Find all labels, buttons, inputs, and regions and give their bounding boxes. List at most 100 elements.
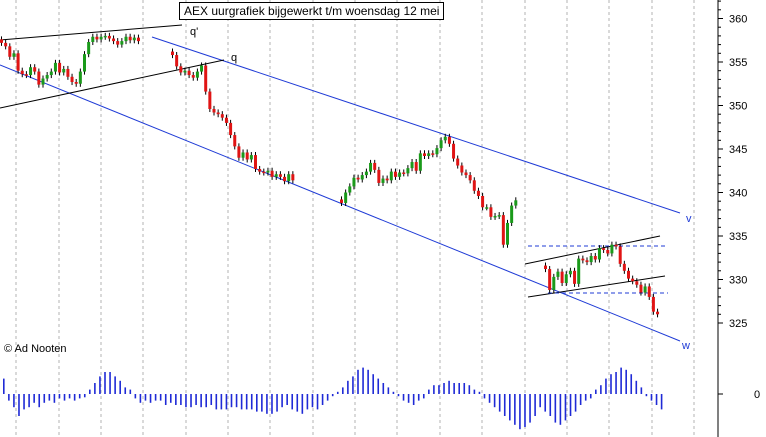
oscillator-bar — [620, 367, 622, 394]
candle-body — [191, 75, 195, 78]
candle-body — [245, 152, 249, 160]
oscillator-bar — [463, 383, 466, 394]
candle-body — [497, 215, 501, 217]
candle-body — [439, 140, 443, 149]
candle-body — [414, 162, 418, 171]
oscillator-bar — [498, 394, 501, 412]
candle-body — [418, 153, 422, 171]
candle-body — [66, 68, 70, 77]
oscillator-bar — [23, 394, 25, 410]
oscillator-bar — [331, 394, 334, 397]
oscillator-bar — [574, 394, 577, 412]
candle-body — [83, 54, 86, 72]
oscillator-bar — [387, 387, 390, 394]
candle-body — [200, 65, 204, 72]
candle-body — [340, 199, 343, 203]
trendlines: v w q' q — [0, 24, 692, 352]
oscillator-bar — [412, 394, 415, 405]
candle-body — [493, 215, 497, 218]
candle-body — [585, 260, 589, 263]
channel-line-upper — [524, 235, 661, 265]
oscillator-bar — [261, 394, 263, 412]
oscillator-bar — [514, 394, 516, 425]
oscillator-bar — [443, 383, 445, 394]
candle-body — [381, 178, 385, 183]
candle-body — [37, 71, 41, 85]
oscillator-bar — [347, 380, 349, 394]
candle-body — [410, 162, 414, 169]
candle-body — [70, 76, 74, 83]
oscillator-bar — [402, 394, 405, 401]
candle-body — [266, 170, 270, 173]
candle-body — [597, 248, 601, 260]
candle-body — [651, 296, 655, 312]
candle-body — [179, 66, 183, 73]
candle-body — [577, 258, 581, 284]
candle-body — [274, 174, 278, 177]
oscillator-bar — [605, 378, 607, 394]
oscillator-bar — [352, 376, 354, 394]
candle-body — [602, 248, 606, 250]
candle-body — [278, 174, 282, 177]
candle-body — [348, 186, 352, 193]
y-tick-label: 360 — [729, 14, 747, 26]
candle-body — [544, 265, 547, 270]
candle-body — [552, 276, 556, 290]
candle-body — [12, 53, 16, 57]
oscillator-bar — [342, 387, 344, 394]
oscillator-bar — [468, 385, 471, 394]
oscillator-bar — [276, 394, 278, 412]
candle-body — [581, 258, 585, 261]
oscillator-bar — [589, 394, 592, 399]
oscillator-bar — [519, 394, 521, 430]
candle-body — [548, 269, 552, 290]
oscillator-bars — [3, 367, 663, 430]
candle-body — [258, 169, 262, 172]
oscillator-bar — [483, 394, 486, 399]
oscillator-bar — [478, 391, 481, 394]
candle-body — [643, 286, 647, 293]
y-tick-label: 345 — [729, 144, 747, 156]
oscillator-bar — [291, 394, 294, 410]
candle-body — [556, 271, 560, 277]
oscillator-bar — [18, 394, 20, 416]
candle-body — [78, 71, 82, 84]
oscillator-bar — [119, 380, 121, 394]
candle-body — [564, 274, 568, 283]
oscillator-bar — [433, 385, 435, 394]
candle-body — [344, 192, 348, 203]
oscillator-bar — [392, 391, 395, 394]
candle-body — [593, 256, 597, 260]
trendline-v — [151, 36, 681, 214]
oscillator-bar — [220, 394, 223, 410]
oscillator-bar — [286, 394, 288, 405]
candle-body — [364, 171, 368, 176]
candle-body — [389, 171, 393, 181]
candle-body — [560, 271, 564, 283]
oscillator-bar — [625, 369, 627, 394]
candle-body — [373, 162, 377, 170]
candle-body — [352, 177, 356, 187]
candle-body — [431, 153, 435, 155]
candle-body — [87, 41, 91, 55]
candle-body — [116, 41, 120, 45]
candle-body — [249, 155, 253, 160]
oscillator-bar — [89, 389, 91, 394]
candle-body — [128, 36, 132, 41]
oscillator-bar — [509, 394, 511, 421]
oscillator-bar — [139, 394, 142, 403]
oscillator-bar — [326, 394, 329, 401]
candle-body — [132, 37, 136, 41]
oscillator-bar — [640, 387, 643, 394]
candle-body — [120, 41, 124, 45]
candle-body — [427, 153, 431, 156]
oscillator-bar — [109, 372, 111, 394]
candle-body — [460, 165, 464, 173]
candle-body — [62, 68, 66, 73]
oscillator-bar — [488, 394, 491, 403]
candle-body — [20, 70, 24, 75]
oscillator-bar — [104, 372, 106, 394]
trendline-label: w — [681, 340, 690, 352]
oscillator-bar — [372, 374, 374, 394]
candle-body — [622, 263, 626, 271]
